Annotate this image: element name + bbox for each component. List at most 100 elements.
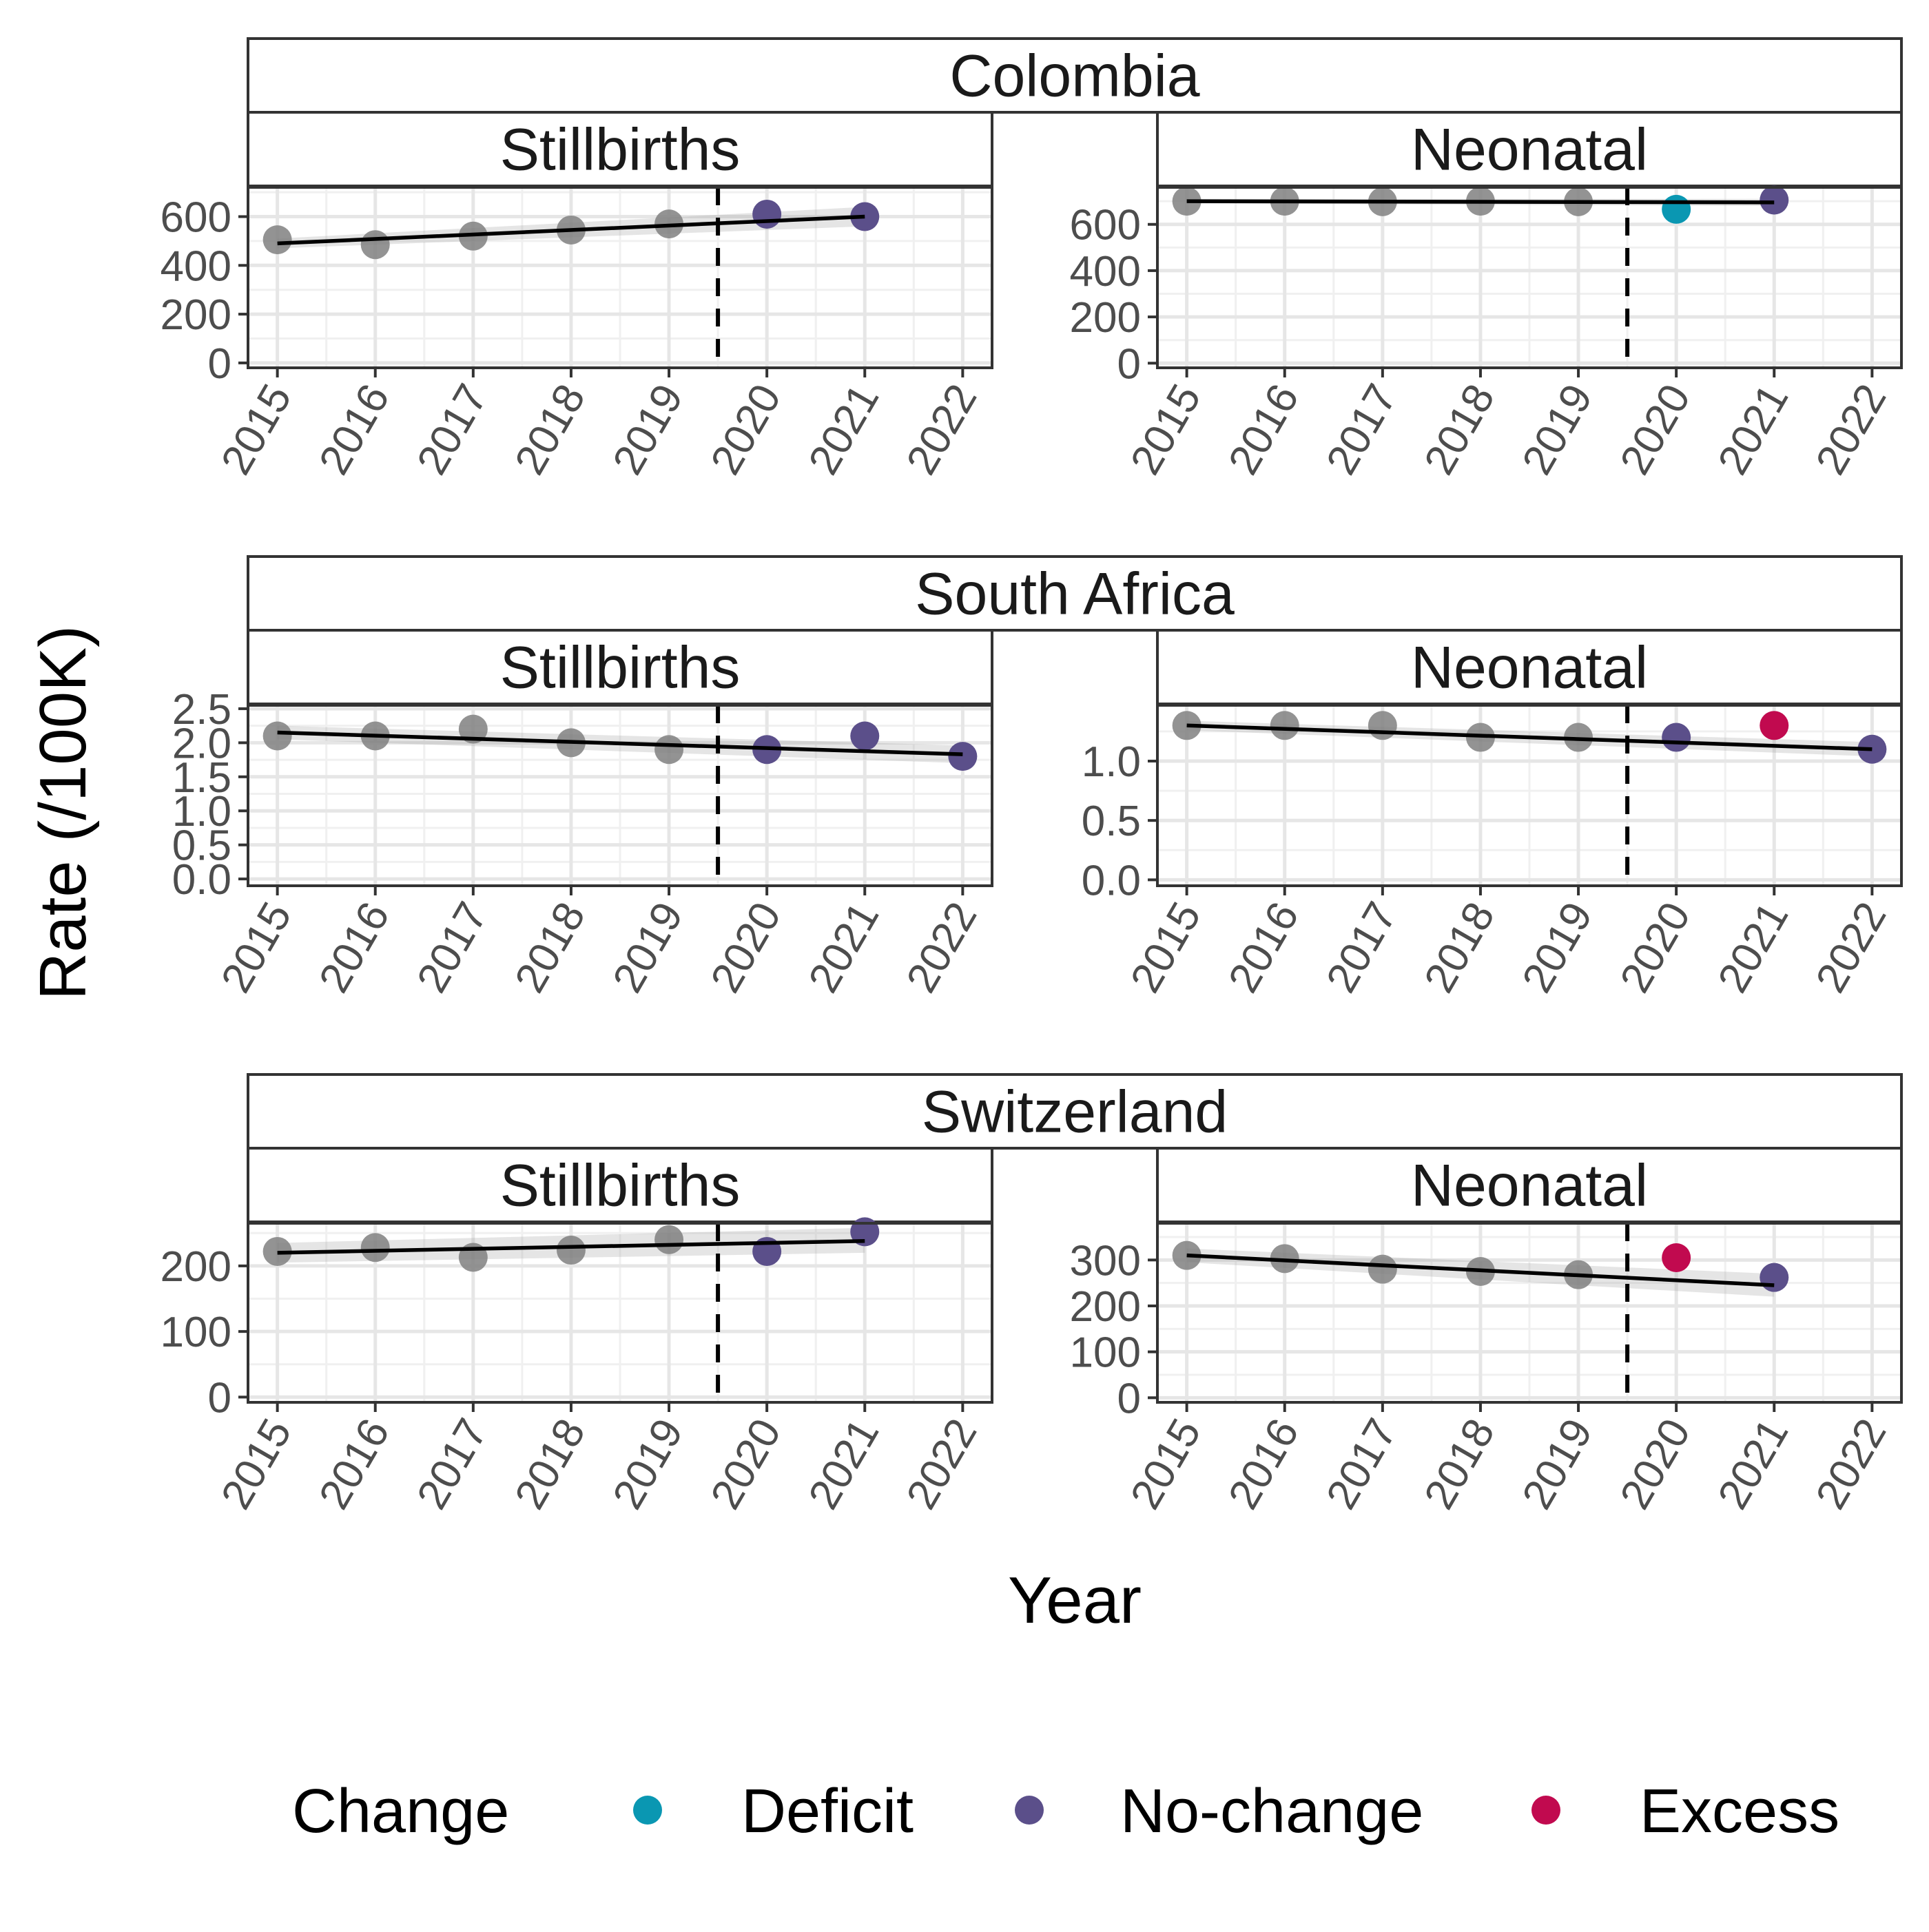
- x-tick-label: 2021: [1709, 1411, 1798, 1517]
- x-tick-label: 2015: [212, 1411, 301, 1517]
- x-tick-label: 2019: [1513, 1411, 1602, 1517]
- legend-label-deficit: Deficit: [741, 1777, 914, 1846]
- x-tick-label: 2016: [1219, 377, 1308, 483]
- x-tick-label: 2016: [310, 895, 399, 1001]
- x-tick-label: 2020: [1611, 895, 1700, 1001]
- data-point-2015: [262, 721, 292, 751]
- y-tick-label: 1.0: [172, 788, 231, 835]
- legend-label-no-change: No-change: [1120, 1777, 1423, 1846]
- data-point-2016: [1270, 711, 1299, 740]
- legend: Change Deficit No-change Excess: [292, 1777, 1839, 1846]
- y-axis-title: Rate (/100K): [26, 625, 100, 1000]
- country-strip-label: South Africa: [915, 561, 1235, 627]
- x-tick-label: 2021: [1709, 895, 1798, 1001]
- x-tick-label: 2021: [1709, 377, 1798, 483]
- x-tick-label: 2015: [1122, 895, 1210, 1001]
- panel-border: [247, 1222, 993, 1404]
- x-tick-label: 2020: [702, 1411, 791, 1517]
- x-tick-label: 2019: [604, 377, 692, 483]
- data-point-2021: [1760, 711, 1789, 740]
- x-tick-label: 2016: [1219, 1411, 1308, 1517]
- x-tick-label: 2017: [408, 377, 497, 483]
- x-tick-label: 2016: [310, 377, 399, 483]
- country-strip-label: Switzerland: [922, 1079, 1228, 1145]
- panel-strip-label: Neonatal: [1411, 635, 1648, 701]
- x-tick-label: 2017: [408, 895, 497, 1001]
- data-point-2021: [1760, 185, 1789, 215]
- y-tick-label: 200: [161, 291, 231, 339]
- x-tick-label: 2020: [1611, 1411, 1700, 1517]
- x-tick-label: 2020: [702, 895, 791, 1001]
- legend-key-excess: [1531, 1796, 1560, 1825]
- y-tick-label: 0.0: [1082, 857, 1141, 904]
- y-tick-label: 2.5: [172, 686, 231, 734]
- data-point-2019: [654, 1225, 684, 1254]
- panel-border: [1156, 704, 1903, 887]
- data-point-2020: [1662, 1243, 1691, 1272]
- x-tick-label: 2015: [212, 377, 301, 483]
- legend-key-deficit: [633, 1796, 662, 1825]
- x-tick-label: 2018: [1415, 895, 1504, 1001]
- x-tick-label: 2019: [604, 895, 692, 1001]
- x-tick-label: 2017: [1317, 377, 1406, 483]
- trend-line: [1186, 1253, 1775, 1287]
- trend-line: [1186, 199, 1775, 205]
- y-tick-label: 0: [208, 340, 231, 388]
- data-point-2021: [1760, 1263, 1789, 1292]
- x-tick-label: 2022: [898, 377, 987, 483]
- y-tick-label: 600: [1070, 202, 1141, 249]
- data-point-2020: [752, 199, 782, 229]
- x-tick-label: 2018: [1415, 377, 1504, 483]
- y-tick-label: 400: [161, 242, 231, 290]
- country-strip: [247, 37, 1903, 114]
- data-point-2019: [654, 735, 684, 765]
- y-tick-label: 100: [161, 1309, 231, 1356]
- data-point-2017: [1368, 1254, 1397, 1284]
- y-tick-label: 0.5: [172, 822, 231, 870]
- x-tick-label: 2018: [1415, 1411, 1504, 1517]
- data-point-2017: [458, 714, 488, 744]
- x-tick-label: 2017: [1317, 895, 1406, 1001]
- y-tick-label: 600: [161, 194, 231, 241]
- legend-key-no-change: [1015, 1796, 1044, 1825]
- country-strip-label: Colombia: [949, 43, 1199, 110]
- trend-line: [277, 1238, 865, 1255]
- data-point-2015: [262, 225, 292, 255]
- trend-line: [277, 214, 865, 246]
- y-tick-label: 0.5: [1082, 798, 1141, 845]
- trend-line: [1186, 723, 1873, 751]
- x-tick-label: 2022: [1807, 895, 1896, 1001]
- legend-label-excess: Excess: [1640, 1777, 1839, 1846]
- x-tick-label: 2021: [800, 377, 889, 483]
- x-tick-label: 2018: [506, 1411, 595, 1517]
- x-tick-label: 2015: [212, 895, 301, 1001]
- y-tick-label: 1.0: [1082, 738, 1141, 786]
- panel-strip-label: Neonatal: [1411, 1153, 1648, 1219]
- x-tick-label: 2015: [1122, 1411, 1210, 1517]
- data-point-2016: [360, 1233, 390, 1263]
- country-strip: [247, 1073, 1903, 1150]
- x-tick-label: 2022: [1807, 377, 1896, 483]
- x-tick-label: 2016: [310, 1411, 399, 1517]
- x-tick-label: 2022: [1807, 1411, 1896, 1517]
- panel-strip: [247, 111, 993, 187]
- x-tick-label: 2020: [1611, 377, 1700, 483]
- data-point-2021: [850, 721, 880, 751]
- data-point-2020: [1662, 194, 1691, 224]
- legend-title: Change: [292, 1777, 509, 1846]
- y-tick-label: 0: [1117, 1375, 1141, 1422]
- panel-border: [247, 186, 993, 369]
- panel-strip: [247, 629, 993, 705]
- y-tick-label: 100: [1070, 1329, 1141, 1377]
- x-tick-label: 2015: [1122, 377, 1210, 483]
- panel-border: [1156, 1222, 1903, 1404]
